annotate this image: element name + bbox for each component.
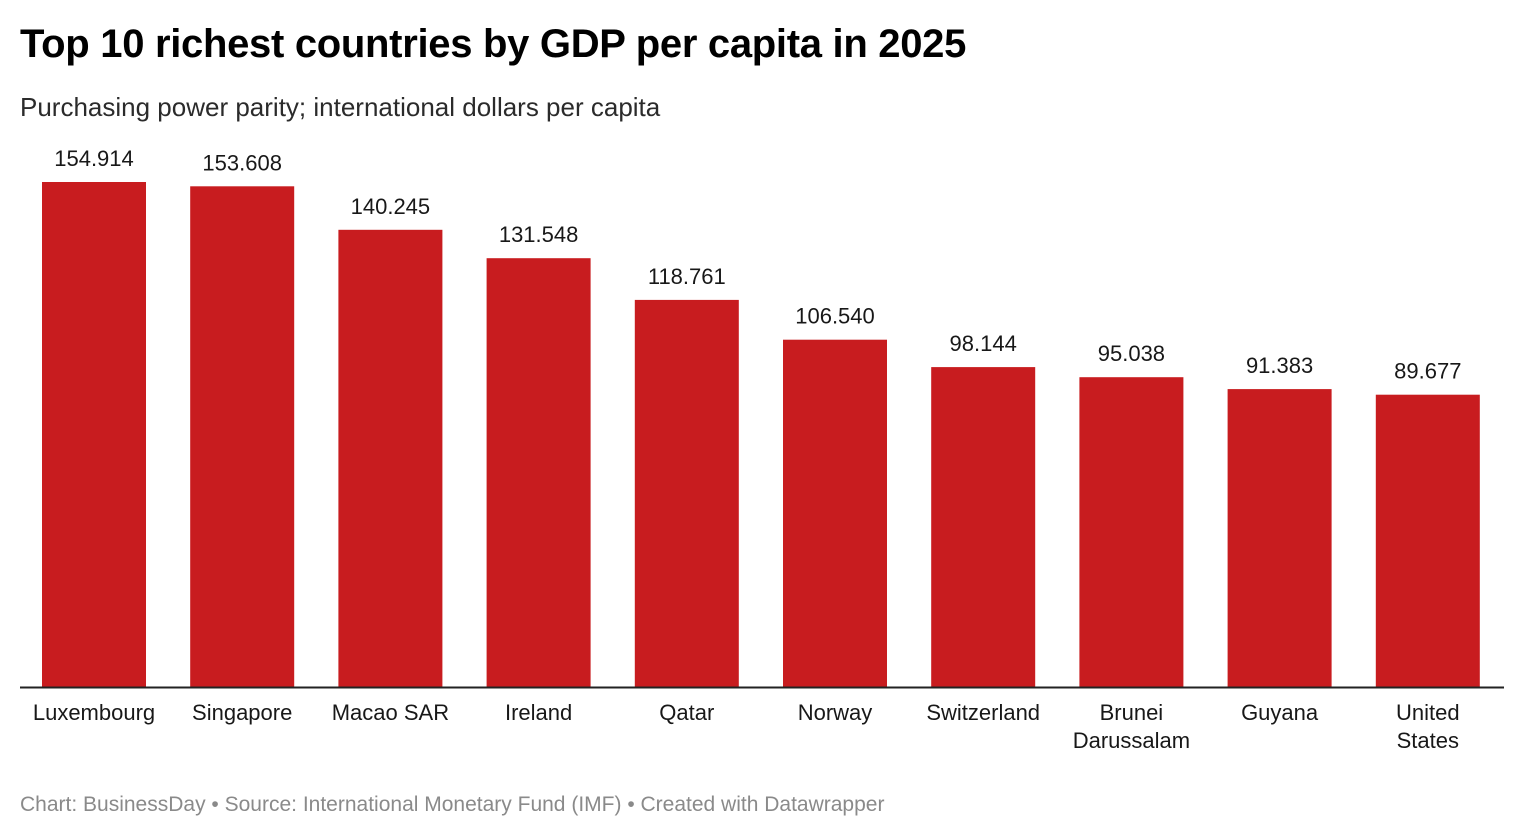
category-label: Ireland [505,700,572,725]
bar-value-label: 140.245 [351,194,431,219]
category-label: Switzerland [926,700,1040,725]
category-label: Guyana [1241,700,1319,725]
footer-separator-1: • [211,793,219,816]
bar-9 [1375,394,1480,687]
bar-value-label: 95.038 [1098,341,1165,366]
category-label: Luxembourg [33,700,155,725]
footer-source: Source: International Monetary Fund (IMF… [224,793,622,816]
footer-chart-credit: Chart: BusinessDay [20,793,206,816]
bar-2 [338,229,443,688]
bar-1 [190,186,295,688]
bar-value-label: 154.914 [54,146,134,171]
category-label: Darussalam [1073,728,1190,753]
footer-created-with: Created with Datawrapper [640,793,885,816]
bar-0 [42,182,146,687]
bar-value-label: 118.761 [648,264,726,289]
bar-7 [1079,377,1184,687]
bar-5 [783,339,887,687]
bar-value-label: 89.677 [1394,359,1461,384]
bar-value-label: 98.144 [950,331,1017,356]
bar-value-label: 153.608 [202,150,282,175]
category-label: Brunei [1100,700,1164,725]
category-label: Macao SAR [332,700,449,725]
category-label: Norway [798,700,873,725]
bar-value-label: 91.383 [1246,353,1313,378]
bar-6 [931,367,1036,687]
bar-8 [1227,389,1332,687]
chart-title: Top 10 richest countries by GDP per capi… [20,22,967,66]
category-label: Singapore [192,700,292,725]
footer-separator-2: • [627,793,635,816]
bar-3 [486,258,591,687]
chart-subtitle: Purchasing power parity; international d… [20,92,661,122]
chart-footer: Chart: BusinessDay • Source: Internation… [20,793,884,817]
bar-value-label: 106.540 [795,304,875,329]
bar-value-label: 131.548 [499,222,579,247]
category-label: States [1397,728,1459,753]
category-label: United [1396,700,1460,725]
category-label: Qatar [659,700,714,725]
bar-4 [634,299,739,687]
